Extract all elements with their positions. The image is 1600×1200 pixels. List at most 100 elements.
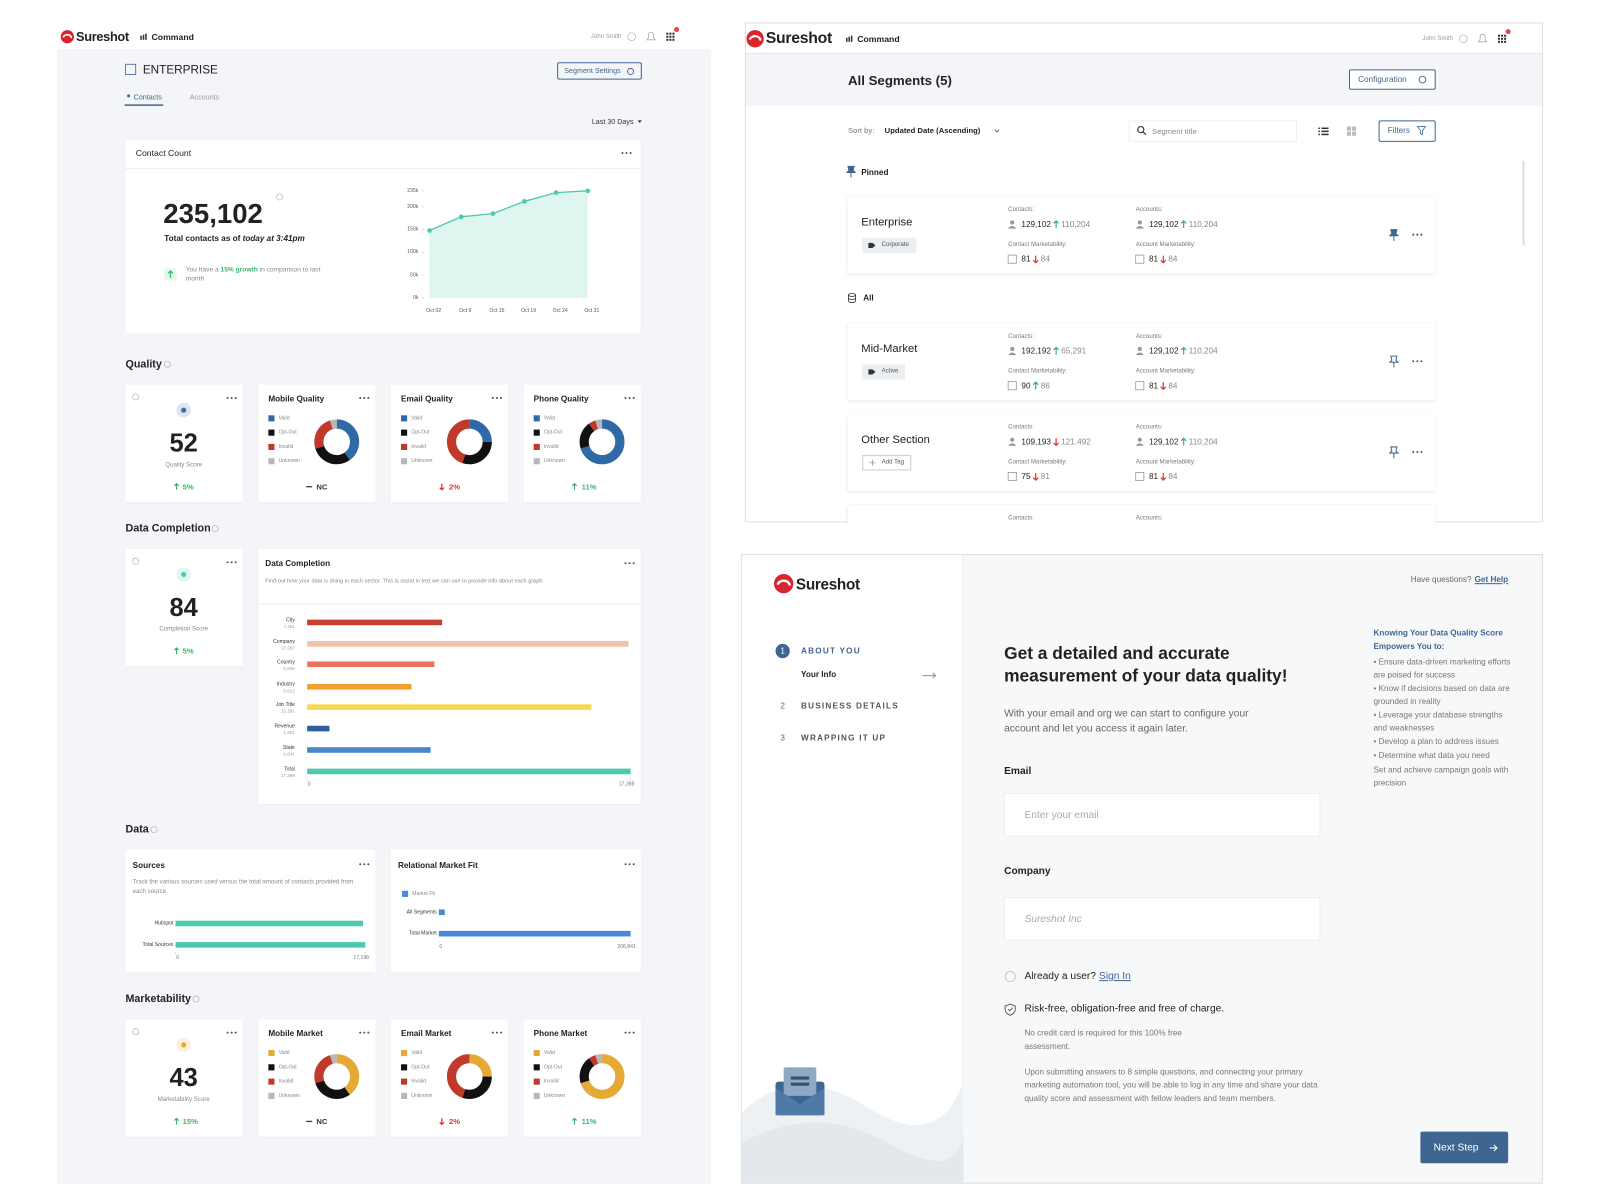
more-dot: [628, 562, 631, 565]
onboarding-sidebar: [741, 555, 964, 1183]
help-icon: [276, 193, 284, 201]
change: 2%: [448, 1116, 461, 1127]
logo-mark: [746, 30, 764, 48]
help-icon: [1004, 971, 1016, 983]
legend-label: Valid: [411, 1049, 423, 1057]
side-item: • Know if decisions based on data are gr…: [1373, 683, 1510, 706]
person-icon: [1008, 443, 1017, 446]
nav-icon: [142, 34, 145, 40]
metric-value: 109,193: [1021, 437, 1051, 447]
brand: Sureshot: [76, 29, 129, 44]
apps-icon: [672, 32, 675, 35]
category-label: Total Market: [408, 930, 437, 937]
trend-down: [439, 483, 445, 491]
donut-segment: [579, 1054, 625, 1099]
donut-segment: [446, 1054, 492, 1099]
apps-icon: [1497, 34, 1500, 37]
filters-button[interactable]: [1378, 120, 1436, 142]
nav-icon: [145, 33, 147, 40]
database-icon: [848, 292, 857, 297]
metric-value: 81: [1148, 471, 1159, 482]
section-title: Data: [125, 823, 149, 836]
metric-label: Contact Marketability:: [1008, 241, 1068, 248]
envelope-line: [790, 1082, 810, 1086]
nav-icon: [848, 36, 850, 42]
donut-segment: [314, 1054, 360, 1099]
step-subtitle: Your Info: [801, 669, 837, 680]
caret: [637, 120, 642, 123]
x-tick-label: 0: [307, 781, 311, 788]
button-label: Filters: [1387, 126, 1410, 136]
more-dot: [359, 396, 362, 399]
more-dot: [491, 396, 494, 399]
bar: [438, 930, 631, 937]
value-label: 17,398: [280, 772, 295, 778]
brand: Sureshot: [765, 29, 832, 47]
category-label: State: [282, 744, 295, 751]
help-link[interactable]: Get Help: [1474, 574, 1509, 585]
more-dot: [367, 1031, 370, 1034]
donut-segment: [314, 1054, 360, 1099]
help-icon: [627, 32, 636, 42]
group-label: Pinned: [861, 167, 889, 178]
metric-label: Account Marketability:: [1135, 368, 1196, 375]
configuration-button[interactable]: [1348, 69, 1436, 90]
trend-down: [1032, 255, 1039, 264]
pin-icon: [1388, 446, 1400, 459]
person-icon: [1137, 220, 1142, 225]
metric-compare: 84: [1168, 471, 1178, 482]
legend-label: Unknown: [411, 1092, 433, 1099]
email-input[interactable]: [1004, 792, 1321, 837]
change: 11%: [581, 482, 597, 492]
value-label: 1,201: [283, 729, 295, 735]
score-icon: [1135, 381, 1145, 391]
logo-swirl: [748, 35, 762, 41]
trend-up: [571, 482, 578, 490]
category-label: Country: [277, 658, 295, 665]
help-icon: [132, 393, 140, 401]
x-tick-label: 17,198: [353, 955, 370, 962]
gear-icon: [1418, 75, 1427, 84]
search-input[interactable]: [1128, 120, 1297, 142]
legend-label: Valid: [411, 415, 423, 422]
tag[interactable]: [862, 455, 912, 471]
signin-text: Already a user? Sign In: [1024, 971, 1130, 982]
score-label: Marketability Score: [157, 1096, 210, 1104]
more-dot: [624, 562, 627, 565]
legend-swatch: [533, 415, 540, 422]
card-title: Contact Count: [135, 147, 192, 159]
help-icon: [192, 995, 200, 1003]
apps-icon: [669, 32, 672, 35]
area: [429, 190, 588, 298]
filter-icon: [1416, 126, 1427, 136]
section-title: Quality: [125, 358, 162, 371]
settings-button[interactable]: [557, 62, 642, 80]
legend-swatch: [268, 458, 275, 465]
apps-icon: [672, 38, 675, 41]
more-dot: [359, 863, 362, 866]
more-dot: [367, 863, 370, 866]
tag[interactable]: [862, 237, 917, 254]
metric-compare: 84: [1168, 381, 1178, 391]
score-label: Quality Score: [165, 462, 203, 469]
category-label: Total: [284, 765, 295, 772]
metric-label: Contact Marketability:: [1008, 459, 1068, 466]
category-label: Total Sources: [142, 941, 174, 948]
apps-icon: [666, 38, 669, 41]
score-icon: [181, 571, 187, 578]
legend-label: Opt-Out: [411, 429, 430, 436]
trend-down: [1160, 472, 1167, 481]
signin-link[interactable]: Sign In: [1099, 970, 1131, 983]
list-view-icon: [1318, 130, 1320, 133]
category-label: Industry: [276, 681, 295, 688]
metric-value: 81: [1021, 254, 1031, 264]
card-subtitle: Track the various sources used versus th…: [132, 879, 354, 895]
company-input[interactable]: [1004, 896, 1321, 941]
score-icon: [1135, 472, 1145, 482]
score-icon: [181, 407, 187, 413]
logo-swirl: [62, 33, 73, 39]
bar: [307, 641, 629, 647]
side-item: • Ensure data-driven marketing efforts a…: [1373, 657, 1511, 680]
tag[interactable]: [862, 364, 906, 380]
